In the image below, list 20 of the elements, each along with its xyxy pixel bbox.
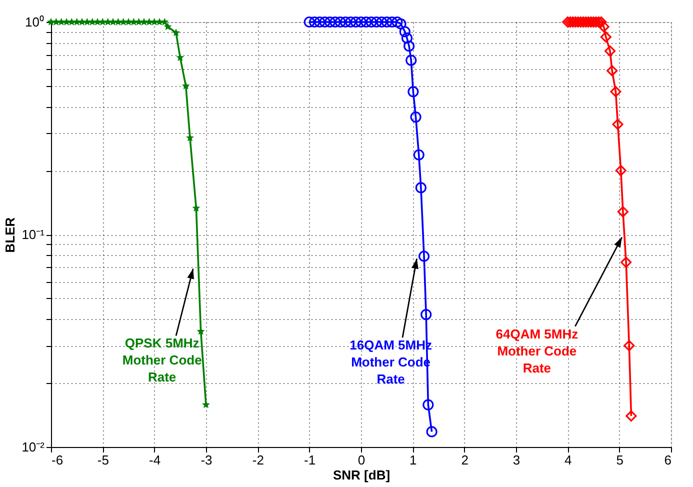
x-tick-label: -6 <box>52 452 64 468</box>
x-axis-title: SNR [dB] <box>332 468 390 482</box>
y-axis-title: BLER <box>2 216 18 253</box>
x-tick-label: 0 <box>358 452 366 468</box>
y-tick-label: 10⁻² <box>22 440 46 454</box>
x-tick-label: 6 <box>664 452 672 468</box>
x-tick-label: 3 <box>512 452 520 468</box>
y-tick-label: 10⁻¹ <box>22 227 46 242</box>
x-tick-label: 4 <box>564 452 572 468</box>
annotation: 64QAM 5MHz Mother Code Rate <box>496 326 579 376</box>
x-tick-label: -1 <box>304 452 316 468</box>
x-tick-label: -2 <box>252 452 264 468</box>
x-tick-label: -4 <box>149 452 161 468</box>
x-tick-label: -5 <box>97 452 109 468</box>
x-tick-label: 1 <box>410 452 417 468</box>
x-tick-label: 5 <box>616 452 624 468</box>
x-tick-label: 2 <box>461 452 468 468</box>
y-tick-label: 10⁰ <box>25 14 44 30</box>
x-tick-label: -3 <box>200 452 212 468</box>
annotation: QPSK 5MHz Mother Code Rate <box>122 336 202 385</box>
